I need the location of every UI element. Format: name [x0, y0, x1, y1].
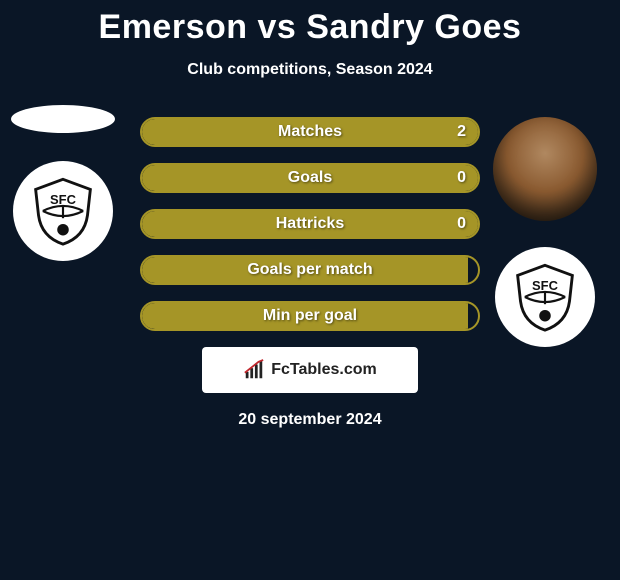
branding-text: FcTables.com: [271, 361, 377, 379]
club-shield-icon: SFC: [27, 175, 99, 247]
club-shield-icon: SFC: [509, 261, 581, 333]
player-right-club-badge: SFC: [495, 247, 595, 347]
player-right-avatar: [493, 117, 597, 221]
svg-text:SFC: SFC: [50, 192, 76, 207]
stat-row: Goals per match: [140, 255, 480, 285]
branding-box: FcTables.com: [202, 347, 418, 393]
stat-label: Goals per match: [142, 257, 478, 283]
subtitle: Club competitions, Season 2024: [0, 61, 620, 79]
chart-icon: [243, 359, 265, 381]
player-right-column: SFC: [490, 117, 600, 347]
stat-value: 2: [457, 119, 466, 145]
stat-value: 0: [457, 165, 466, 191]
stat-row: Matches2: [140, 117, 480, 147]
svg-text:SFC: SFC: [532, 278, 558, 293]
page-title: Emerson vs Sandry Goes: [0, 0, 620, 47]
stat-row: Hattricks0: [140, 209, 480, 239]
stat-label: Matches: [142, 119, 478, 145]
stat-value: 0: [457, 211, 466, 237]
stat-row: Min per goal: [140, 301, 480, 331]
stat-label: Goals: [142, 165, 478, 191]
stat-bar-list: Matches2Goals0Hattricks0Goals per matchM…: [140, 117, 480, 331]
player-left-club-badge: SFC: [13, 161, 113, 261]
player-left-column: SFC: [8, 105, 118, 261]
player-left-avatar: [11, 105, 115, 133]
date-text: 20 september 2024: [0, 411, 620, 429]
stat-label: Hattricks: [142, 211, 478, 237]
stat-row: Goals0: [140, 163, 480, 193]
comparison-panel: SFC SFC Matches2Goals0Hattricks0Goals pe…: [0, 117, 620, 429]
stat-label: Min per goal: [142, 303, 478, 329]
